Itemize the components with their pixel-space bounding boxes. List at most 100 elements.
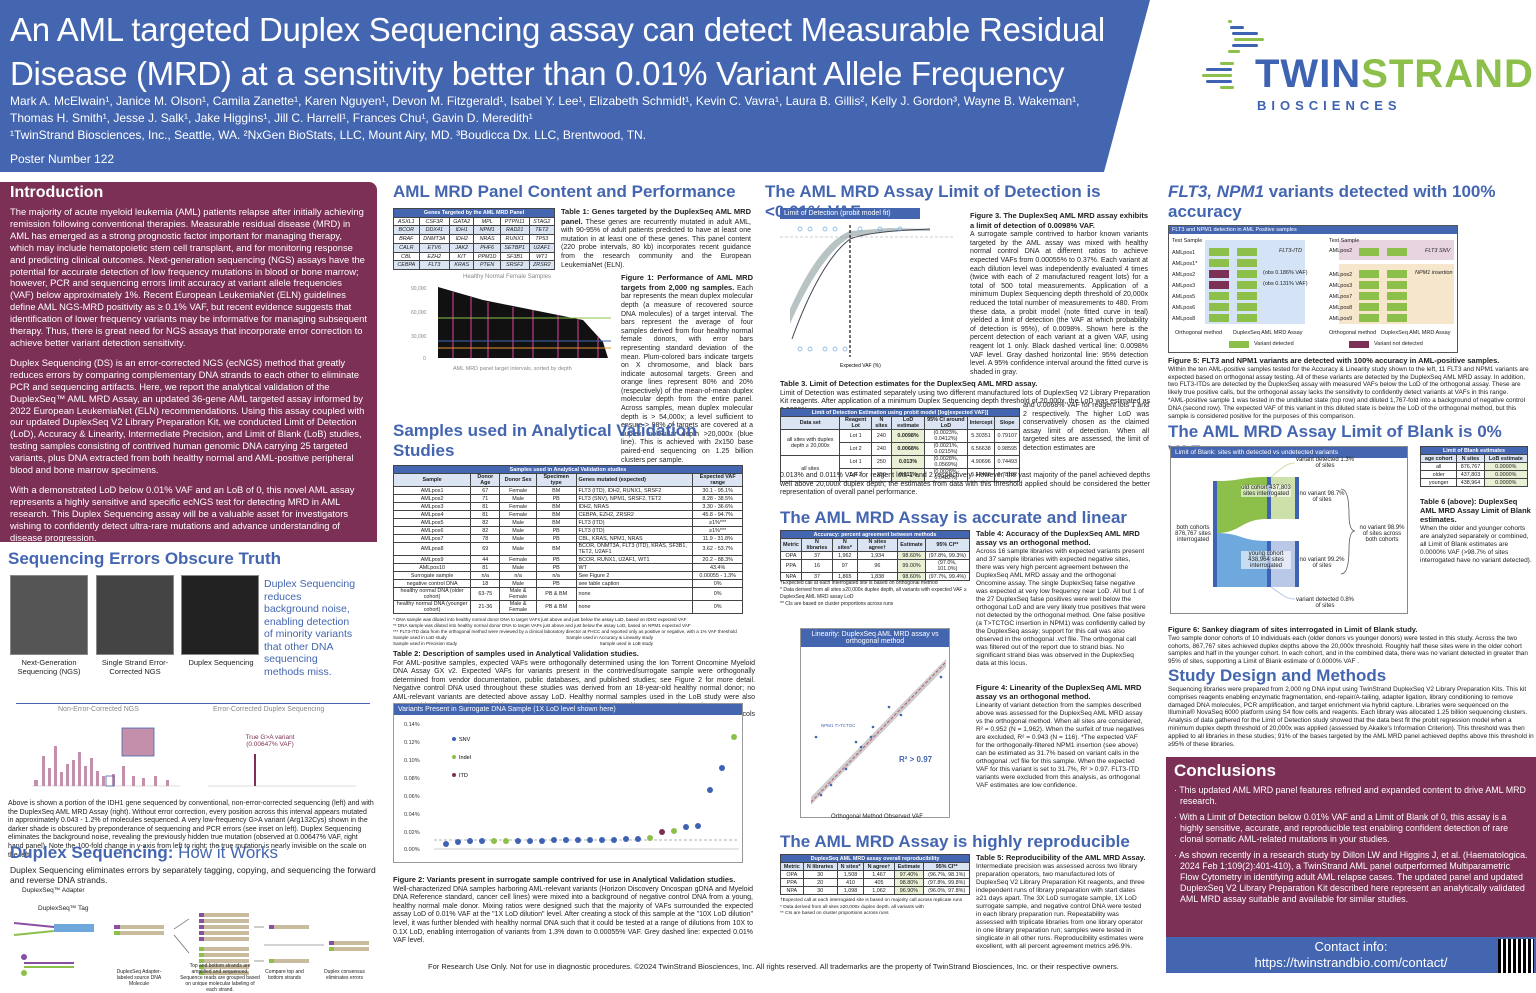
fig1-caption-side: Figure 1: Performance of AML MRD targets…: [621, 273, 753, 464]
fig1-x-axis-label: AML MRD panel target intervals, sorted b…: [453, 366, 572, 373]
logo-text-strand: STRAND: [1361, 52, 1534, 96]
svg-text:0.06%: 0.06%: [404, 794, 420, 800]
fig1-chart-title: Healthy Normal Female Samples: [463, 274, 552, 281]
samples-section: Samples used in Analytical Validation St…: [392, 421, 755, 728]
svg-text:30,000: 30,000: [411, 334, 427, 340]
duplex-error-chart: [208, 754, 356, 787]
table6-caption: Table 6 (above): DuplexSeq AML MRD Assay…: [1420, 497, 1532, 565]
poster-title: An AML targeted Duplex Sequencing assay …: [10, 11, 1105, 92]
table4-caption: Table 4: Accuracy of the DuplexSeq AML M…: [976, 529, 1146, 668]
tag-label: DuplexSeq™ Tag: [38, 905, 89, 912]
svg-text:Indel: Indel: [459, 755, 471, 761]
how-it-works-section: Duplex Sequencing: How it Works Duplex S…: [10, 843, 380, 993]
intro-paragraph: Duplex Sequencing (DS) is an error-corre…: [10, 356, 365, 476]
svg-text:NPM1 T>TCTGC: NPM1 T>TCTGC: [821, 723, 856, 728]
contact-url-link[interactable]: https://twinstrandbio.com/contact/: [1254, 955, 1448, 970]
lod-chart-title: Limit of Detection (probit model fit): [780, 208, 920, 219]
duplex-label: Duplex Sequencing: [188, 658, 254, 667]
linearity-scatter-plot: NPM1 T>TCTGC R² > 0.97: [810, 659, 947, 805]
ngs-chart-title: Non-Error-Corrected NGS: [58, 706, 139, 713]
table1-caption: These genes are recurrently mutated in a…: [561, 218, 751, 269]
flt3-right-samples: AMLpos2 AMLpos3 AMLpos7 AMLpos8 AMLpos9: [1329, 272, 1353, 322]
sequencing-errors-title: Sequencing Errors Obscure Truth: [8, 549, 282, 568]
duplex-chart-title: Error-Corrected Duplex Sequencing: [213, 706, 325, 713]
flt3-left-samples: AMLpos1 AMLpos1* AMLpos2 AMLpos3 AMLpos5 AMLp…: [1172, 250, 1198, 322]
accuracy-section-title: The AML MRD Assay is accurate and linear: [780, 508, 1128, 527]
genes-table: Genes Targeted by the AML MRD Panel ASXL…: [393, 208, 556, 271]
sequencing-errors-section: Sequencing Errors Obscure Truth Next-Gen…: [8, 549, 378, 860]
how-it-works-title: Duplex Sequencing:: [10, 843, 174, 862]
samples-table-title: Samples used in Analytical Validation st…: [393, 465, 743, 474]
fig4-caption: Figure 4: Linearity of the DuplexSeq AML…: [976, 683, 1145, 790]
workflow-step-label: Top and bottom strands are amplified and…: [180, 963, 260, 993]
true-variant-annotation: True G>A variant (0.00647% VAF): [245, 734, 295, 748]
lob-table: Limit of Blank estimates age cohort N sit…: [1419, 446, 1529, 487]
reproducibility-notes: †Expected call at each interrogated site…: [780, 898, 963, 916]
poster-number: Poster Number 122: [10, 152, 115, 166]
accuracy-table: Accuracy: percent agreement between meth…: [780, 530, 971, 581]
fig3-caption: Figure 3. The DuplexSeq AML MRD assay ex…: [970, 211, 1148, 376]
duplex-portrait-image: [181, 575, 259, 655]
flt3-title-rest: variants detected with 100% accuracy: [1168, 182, 1496, 221]
methods-text: Sequencing libraries were prepared from …: [1168, 686, 1534, 748]
svg-text:R² > 0.97: R² > 0.97: [899, 755, 933, 764]
logo-subtitle: BIOSCIENCES: [1257, 98, 1402, 113]
lod-table: Limit of Detection Estimation using prob…: [779, 408, 1020, 482]
panel-content-section: AML MRD Panel Content and Performance Ge…: [393, 182, 755, 464]
lod-section: The AML MRD Assay Limit of Detection is …: [765, 182, 1150, 496]
svg-text:ITD: ITD: [459, 773, 468, 779]
reproducibility-table: DuplexSeq AML MRD assay overall reproduc…: [780, 854, 970, 895]
accuracy-notes: †Expected call at each interrogated site…: [780, 580, 967, 607]
logo-text-twin: TWIN: [1255, 52, 1362, 96]
flt3-npm1-section: FLT3, NPM1 variants detected with 100% a…: [1168, 182, 1534, 420]
svg-text:0: 0: [423, 356, 426, 362]
fig2-chart-title: Variants Present in Surrogate DNA Sample…: [394, 704, 742, 715]
contact-banner: Contact info: https://twinstrandbio.com/…: [1166, 937, 1536, 973]
flt3-detection-figure: FLT3 and NPM1 detection in AML Positive …: [1168, 225, 1458, 353]
introduction-section: Introduction The majority of acute myelo…: [0, 182, 377, 543]
samples-table: Samples used in Analytical Validation st…: [392, 465, 743, 614]
sscs-portrait-image: [96, 575, 174, 655]
svg-text:90,000: 90,000: [411, 286, 427, 292]
intro-paragraph: With a demonstrated LoD below 0.01% VAF …: [10, 483, 355, 543]
author-list: Mark A. McElwain¹, Janice M. Olson¹, Cam…: [10, 94, 1080, 125]
conclusion-item: · As shown recently in a research study …: [1174, 850, 1528, 904]
svg-text:0.14%: 0.14%: [404, 722, 420, 728]
dna-strand-icon: [1200, 10, 1264, 100]
lob-sankey-diagram: Limit of Blank: sites with detected vs u…: [1170, 446, 1408, 614]
footer-disclaimer: For Research Use Only. Not for use in di…: [428, 962, 1119, 971]
fig2-caption: Figure 2: Variants present in surrogate …: [393, 875, 754, 945]
conclusions-section: Conclusions · This updated AML MRD panel…: [1166, 757, 1536, 937]
workflow-step-label: Compare top and bottom strands: [265, 969, 304, 981]
methods-section-title: Study Design and Methods: [1168, 666, 1387, 685]
table3-caption-side: and 0.0068% VAF for reagent lots 1 and 2…: [1023, 402, 1149, 452]
table1-caption-title: Table 1: Genes targeted by the DuplexSeq…: [561, 207, 751, 226]
lod-probit-plot: Expected VAF (%): [780, 225, 955, 369]
conclusion-item: · With a Limit of Detection below 0.01% …: [1174, 812, 1509, 844]
conclusions-title: Conclusions: [1174, 761, 1277, 780]
svg-text:Expected VAF (%): Expected VAF (%): [840, 363, 881, 369]
lob-sankey-title: Limit of Blank: sites with detected vs u…: [1171, 447, 1407, 458]
poster-header: An AML targeted Duplex Sequencing assay …: [0, 0, 1150, 172]
qr-code-icon[interactable]: [1498, 939, 1534, 973]
svg-text:60,000: 60,000: [411, 310, 427, 316]
table5-caption: Table 5: Reproducibility of the AML MRD …: [976, 853, 1146, 951]
linearity-x-label: Orthogonal Method Observed VAF: [831, 814, 923, 820]
how-it-works-intro: Duplex Sequencing eliminates errors by s…: [10, 865, 376, 885]
fig5-caption: Figure 5: FLT3 and NPM1 variants are det…: [1168, 356, 1529, 420]
samples-footnotes: * DNA sample was diluted into healthy no…: [393, 617, 737, 646]
contact-label: Contact info:: [1314, 939, 1388, 954]
svg-text:0.00%: 0.00%: [404, 847, 420, 853]
workflow-step-label: Duplex consensus eliminates errors: [324, 969, 365, 981]
svg-text:0.10%: 0.10%: [404, 758, 420, 764]
samples-section-title: Samples used in Analytical Validation St…: [393, 421, 697, 460]
how-it-works-subtitle-title: How it Works: [173, 843, 278, 862]
twinstrand-logo: TWINSTRAND BIOSCIENCES: [1200, 20, 1533, 113]
introduction-title: Introduction: [10, 184, 104, 201]
depth-bar-chart: 90,000 60,000 30,000 0: [411, 286, 611, 362]
fig2-scatter-plot: 0.14% 0.12% 0.10% 0.08% 0.06% 0.04% 0.02% 0.00%…: [404, 722, 739, 853]
accuracy-section: The AML MRD Assay is accurate and linear…: [780, 508, 1150, 820]
conclusion-item: · This updated AML MRD panel features re…: [1174, 785, 1526, 806]
svg-text:0.12%: 0.12%: [404, 740, 420, 746]
affiliations: ¹TwinStrand Biosciences, Inc., Seattle, …: [10, 128, 647, 142]
